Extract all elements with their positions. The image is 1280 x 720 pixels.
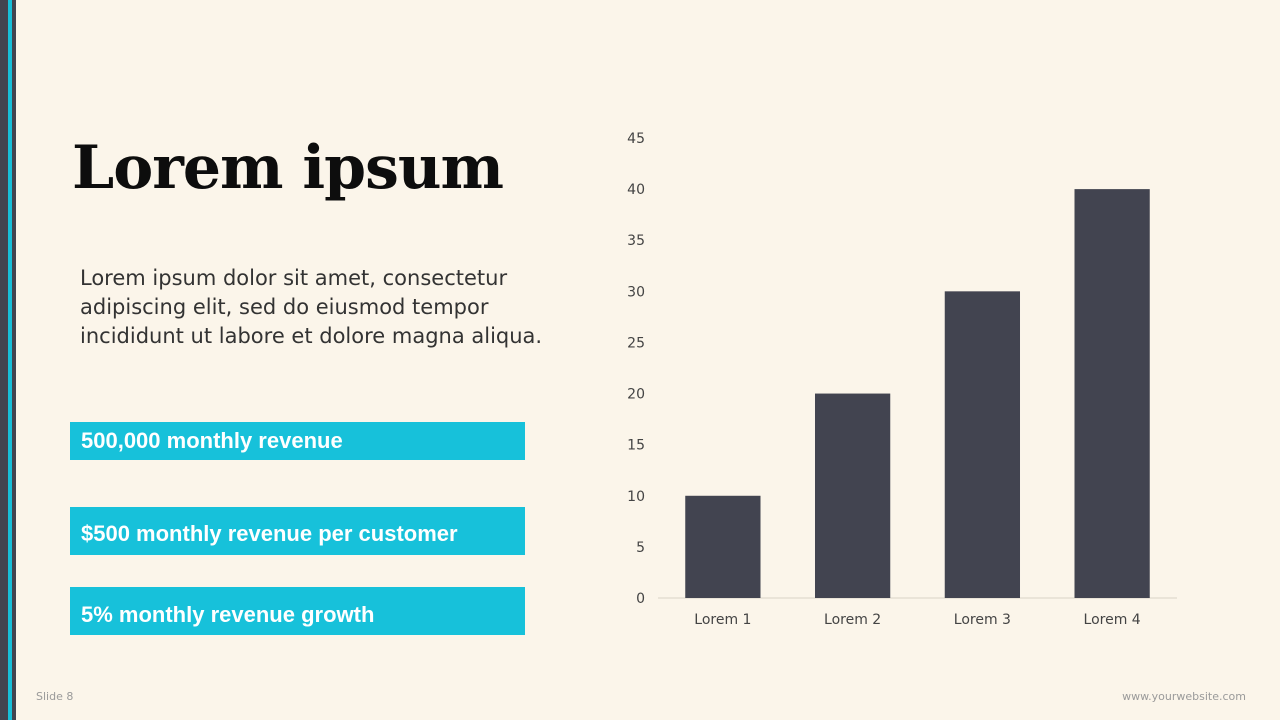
slide-number: Slide 8 — [36, 690, 74, 703]
website-url: www.yourwebsite.com — [1122, 690, 1246, 703]
y-tick-label: 5 — [636, 540, 645, 556]
y-tick-label: 40 — [627, 182, 645, 198]
stat-label: 5% monthly revenue growth — [81, 602, 375, 627]
x-tick-label: Lorem 2 — [824, 612, 881, 628]
y-tick-label: 20 — [627, 387, 645, 403]
bar-4 — [1074, 189, 1150, 598]
x-tick-label: Lorem 1 — [694, 612, 751, 628]
x-tick-label: Lorem 3 — [954, 612, 1011, 628]
y-tick-label: 15 — [627, 438, 645, 454]
left-edge-bar-accent — [8, 0, 12, 720]
stat-label: $500 monthly revenue per customer — [81, 521, 458, 546]
y-tick-label: 0 — [636, 591, 645, 607]
bar-chart: 0 5 10 15 20 25 30 35 40 45 Lorem 1 Lorem 2 Lorem 3 L… — [627, 131, 1177, 628]
y-tick-label: 35 — [627, 233, 645, 249]
x-tick-label: Lorem 4 — [1084, 612, 1141, 628]
bar-3 — [944, 291, 1021, 598]
stat-label: 500,000 monthly revenue — [81, 428, 343, 453]
stat-box-revenue-growth: 5% monthly revenue growth — [70, 587, 525, 635]
y-tick-label: 10 — [627, 489, 645, 505]
y-tick-label: 25 — [627, 335, 645, 351]
bar-1 — [685, 495, 761, 598]
slide-title: Lorem ipsum — [72, 133, 504, 203]
y-tick-label: 30 — [627, 284, 645, 300]
stat-box-revenue-per-customer: $500 monthly revenue per customer — [70, 507, 525, 555]
slide-body-text: Lorem ipsum dolor sit amet, consectetur … — [80, 266, 543, 348]
y-tick-label: 45 — [627, 131, 645, 147]
left-edge-bar-dark — [0, 0, 8, 720]
left-edge-bar-dark-inner — [12, 0, 16, 720]
bar-2 — [814, 393, 891, 598]
stat-box-monthly-revenue: 500,000 monthly revenue — [70, 422, 525, 460]
